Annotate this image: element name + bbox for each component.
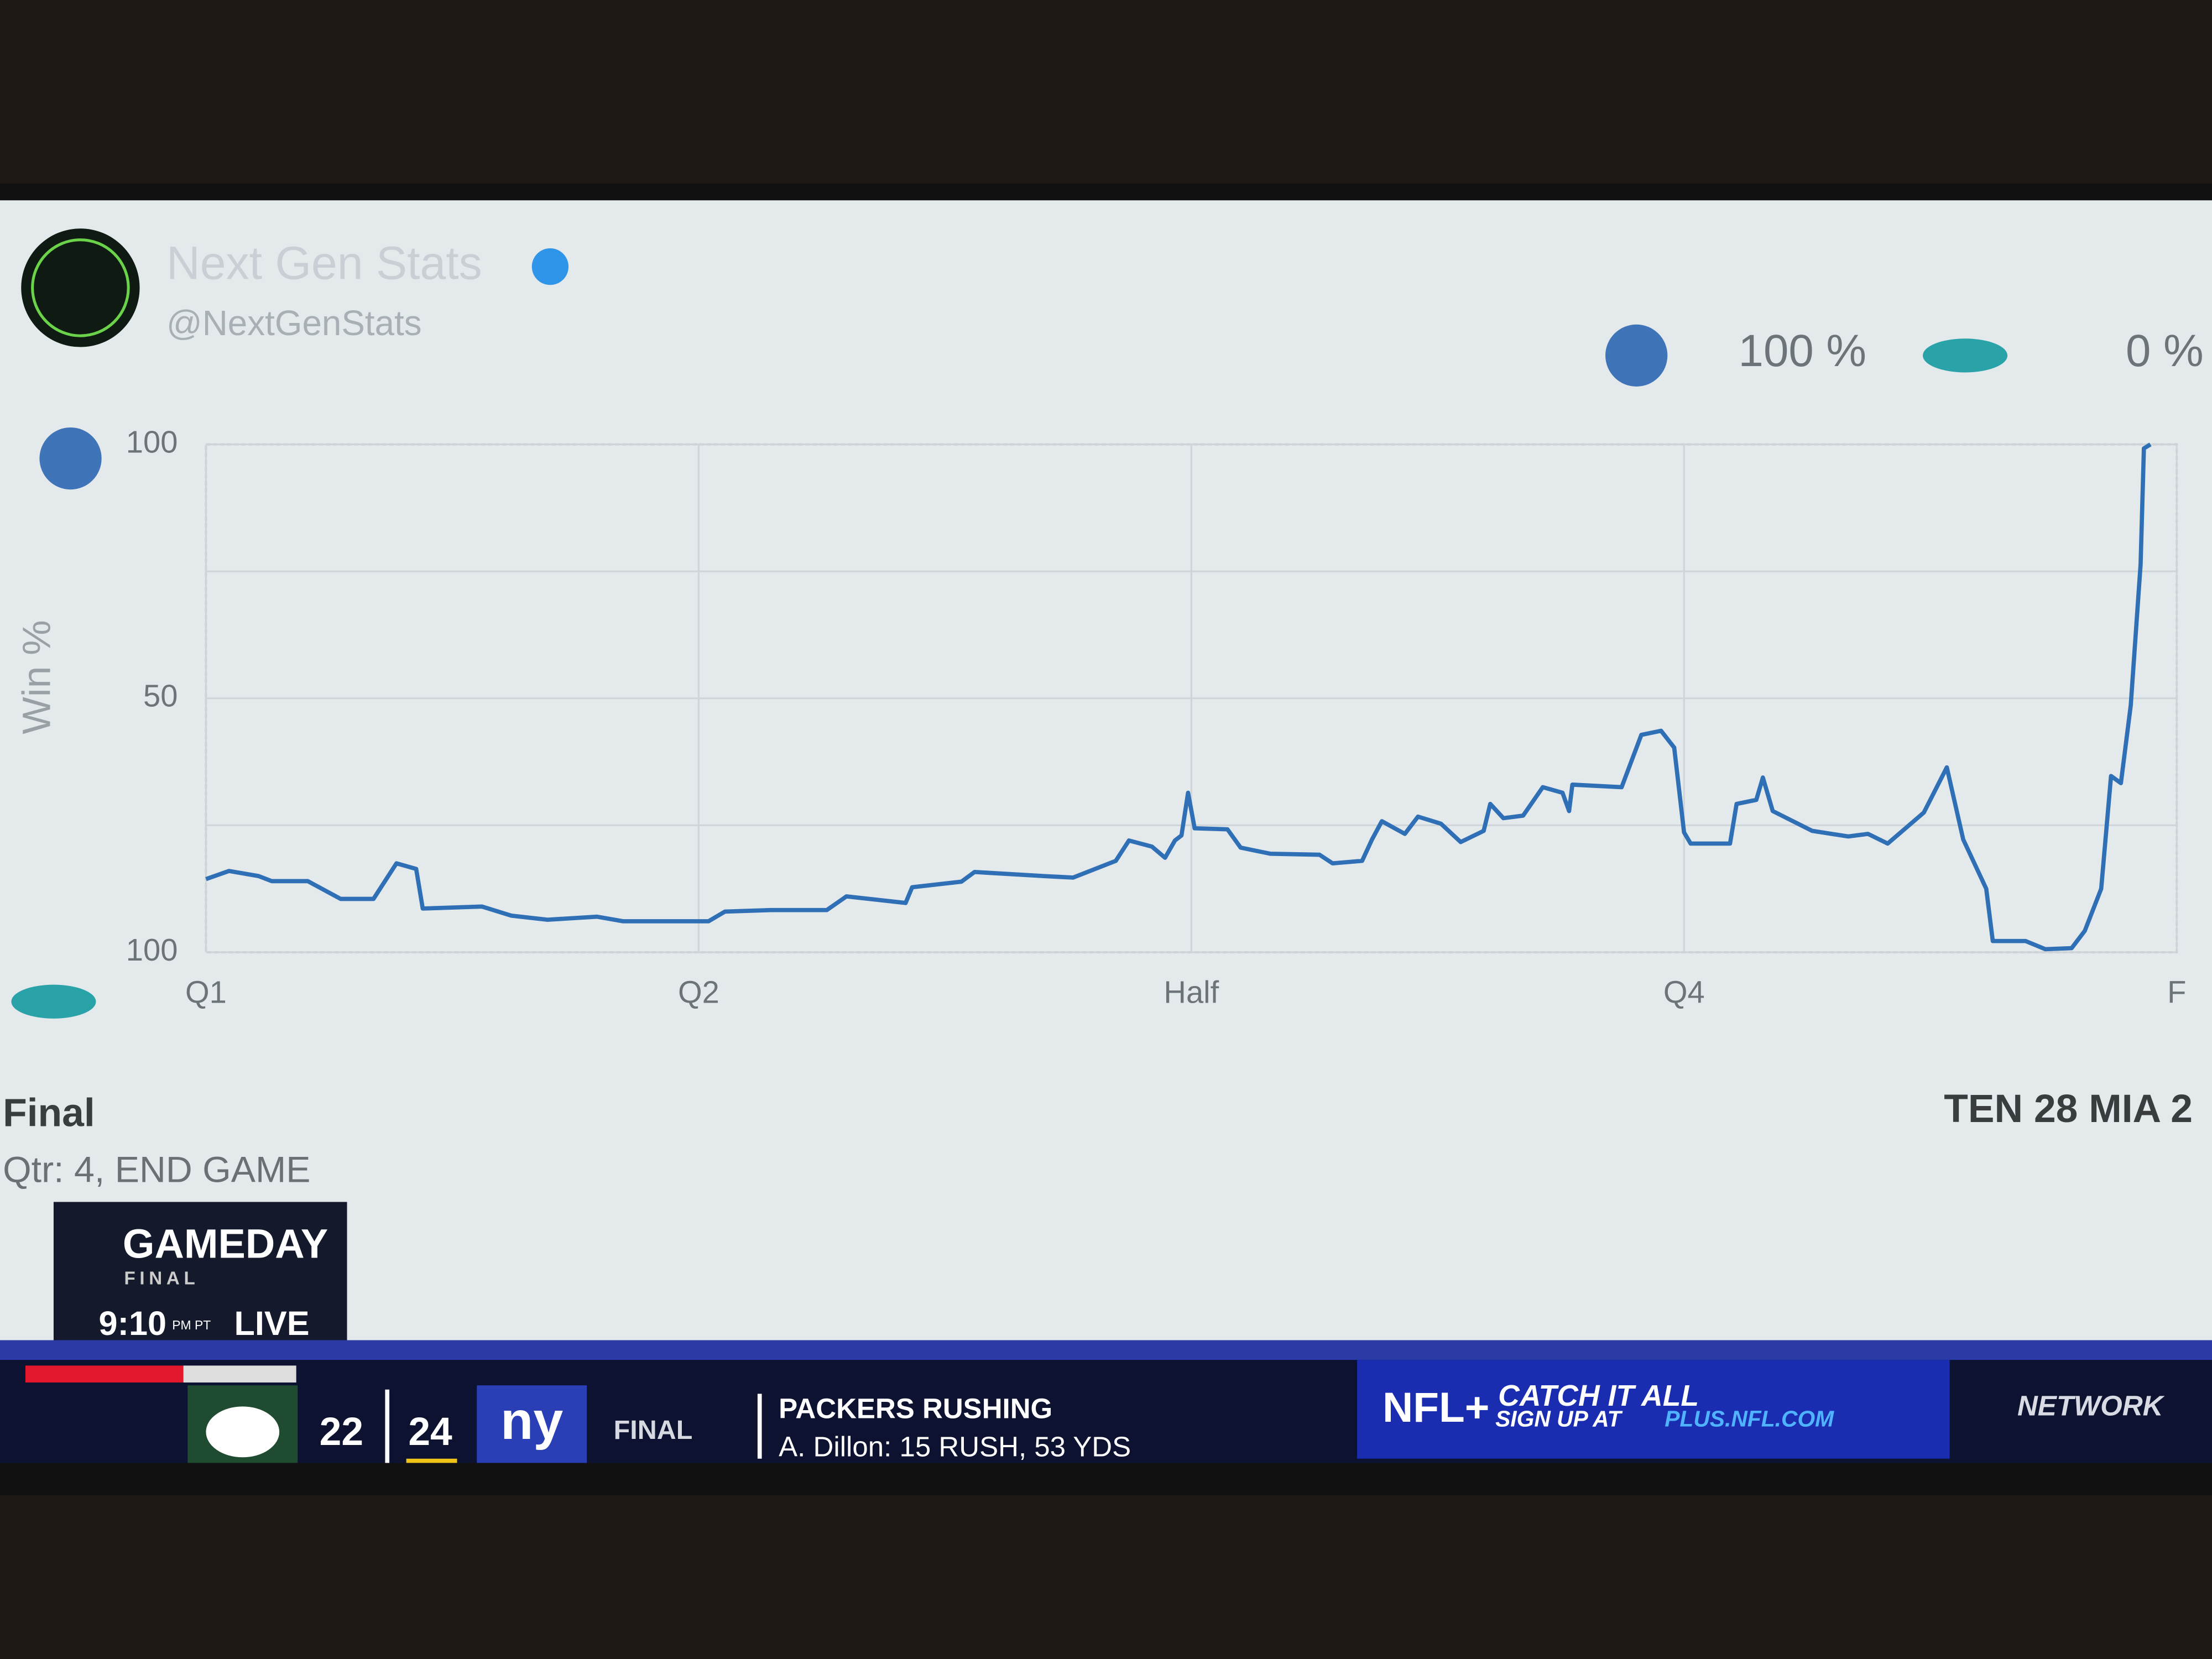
titans-axis-logo [39,427,102,490]
promo-panel [1357,1360,1950,1459]
winner-underline [406,1458,457,1463]
titans-pct: 100 % [1739,326,1866,376]
avatar-ring [31,238,130,337]
dolphins-logo [1923,338,2008,373]
stat-line: A. Dillon: 15 RUSH, 53 YDS [779,1431,1131,1462]
packers-mark [206,1406,280,1458]
x-tick-label: Q4 [1663,974,1705,1009]
tv-screen [0,200,2212,1343]
stat-title: PACKERS RUSHING [779,1393,1052,1425]
ticker-stripe [0,1340,2212,1360]
game-detail: Qtr: 4, END GAME [3,1149,310,1190]
home-score: 24 [408,1410,452,1454]
score-divider [385,1389,390,1463]
account-handle: @NextGenStats [166,303,422,343]
x-tick-label: Q2 [678,974,719,1009]
avatar [21,228,140,347]
game-state-ticker: FINAL [614,1415,693,1445]
verified-badge [531,248,569,285]
dolphins-axis-logo [11,984,96,1019]
y-axis-label: Win % [14,620,59,734]
gameday-bug [53,1202,347,1346]
progress-fill [25,1365,184,1383]
titans-logo [1605,324,1668,387]
promo-brand: NFL+ [1383,1384,1489,1431]
show-time-zone: PM PT [172,1318,211,1332]
show-subtitle: FINAL [124,1269,199,1289]
progress-rest [183,1365,296,1383]
dolphins-pct: 0 % [2126,326,2204,376]
giants-logo [477,1385,587,1463]
y-tick-label: 100 [126,932,178,967]
x-tick-label: F [2167,974,2186,1009]
account-name: Next Gen Stats [166,237,482,289]
y-tick-label: 50 [143,679,178,713]
away-score: 22 [320,1410,363,1454]
final-score: TEN 28 MIA 2 [1944,1087,2193,1131]
stat-divider [757,1394,762,1459]
promo-sub: SIGN UP AT [1495,1406,1623,1432]
live-label: LIVE [234,1305,309,1342]
show-title: GAMEDAY [123,1221,328,1267]
x-tick-label: Q1 [185,974,227,1009]
show-time: 9:10 [99,1305,167,1342]
y-tick-label: 100 [126,424,178,459]
win-prob-line [205,442,2152,952]
network-label: NETWORK [2017,1390,2165,1421]
promo-url: PLUS.NFL.COM [1665,1406,1834,1432]
promo-title: CATCH IT ALL [1498,1380,1699,1412]
giants-mark: ny [500,1390,563,1451]
game-state: Final [3,1091,95,1135]
x-tick-label: Half [1164,974,1219,1009]
